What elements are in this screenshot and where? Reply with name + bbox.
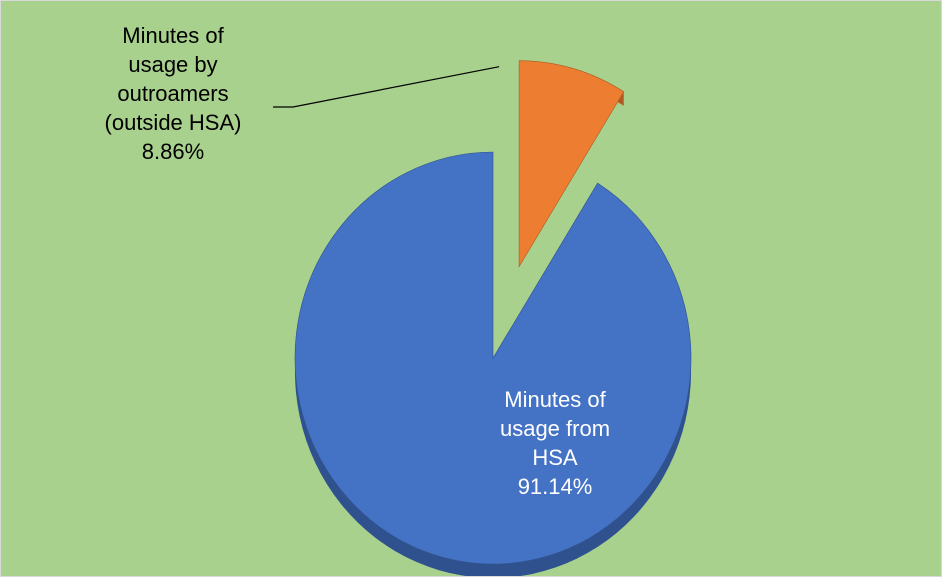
pie-slice-1[interactable] <box>518 60 625 268</box>
data-label-0: Minutes of usage from HSA 91.14% <box>500 387 610 499</box>
pie-slice-0[interactable] <box>294 151 692 565</box>
pie-slices <box>294 60 692 565</box>
data-label-1: Minutes of usage by outroamers (outside HSA… <box>105 23 242 164</box>
leader-lines <box>273 66 500 108</box>
data-labels: Minutes of usage by outroamers (outside HSA… <box>105 23 611 499</box>
leader-line-1 <box>273 66 500 108</box>
